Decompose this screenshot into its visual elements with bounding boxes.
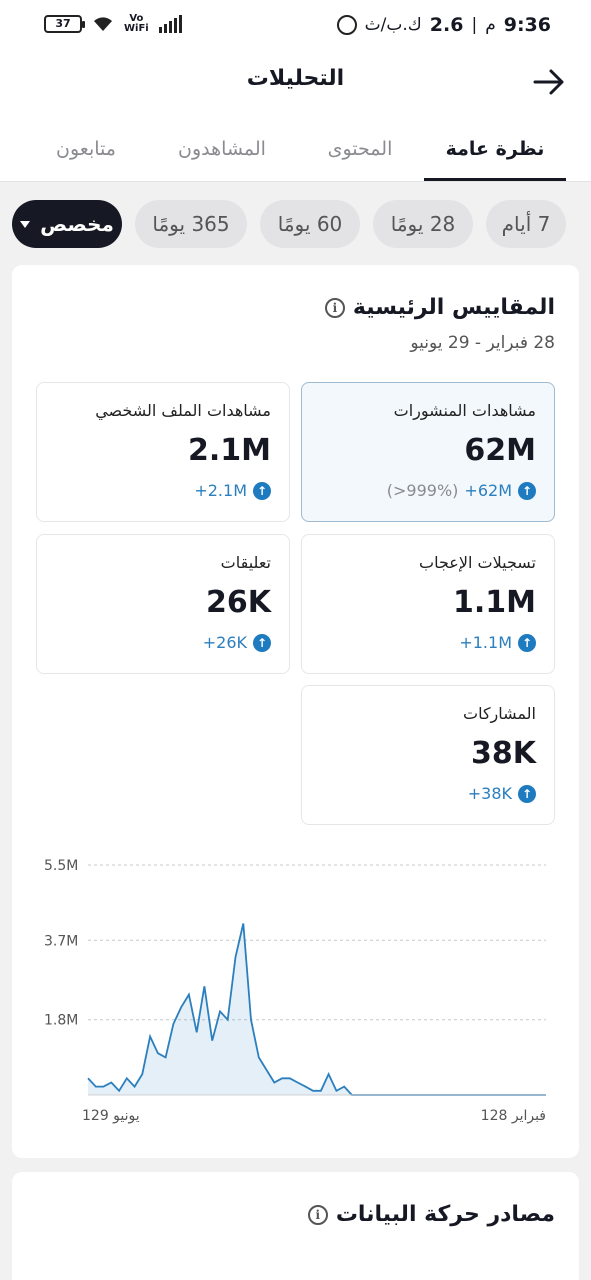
arrow-up-icon: ↑ <box>518 633 536 652</box>
range-365-days[interactable]: 365 يومًا <box>135 200 247 248</box>
tab-followers[interactable]: متابعون <box>56 138 116 160</box>
metric-value: 62M <box>464 433 536 468</box>
views-chart: 5.5M 3.7M 1.8M 128 فبراير 129 يونيو <box>44 858 546 1124</box>
metric-comments[interactable]: تعليقات 26K ↑ +26K <box>36 534 290 674</box>
change-value: +1.1M <box>459 633 512 652</box>
tab-overview[interactable]: نظرة عامة <box>445 138 545 160</box>
change-value: +62M <box>464 481 512 500</box>
signal-icon <box>158 15 182 33</box>
metric-label: مشاهدات الملف الشخصي <box>95 401 271 420</box>
change-percent: (>999%) <box>386 481 459 500</box>
metric-value: 26K <box>206 585 271 620</box>
arrow-up-icon: ↑ <box>253 481 271 500</box>
metric-value: 1.1M <box>453 585 536 620</box>
metric-change: ↑ +2.1M <box>194 481 271 500</box>
metric-change: ↑ +38K <box>468 784 536 803</box>
chart-area <box>88 923 546 1095</box>
range-label: 60 يومًا <box>277 212 343 236</box>
date-range: 28 فبراير - 29 يونيو <box>410 333 555 353</box>
metric-label: المشاركات <box>463 704 536 723</box>
traffic-sources-card: مصادر حركة البيانات i <box>12 1172 579 1280</box>
y-tick-label: 1.8M <box>44 1013 78 1029</box>
header: التحليلات <box>0 54 591 110</box>
change-value: +38K <box>467 784 512 803</box>
range-label: 365 يومًا <box>152 212 230 236</box>
metric-change: ↑ +1.1M <box>459 633 536 652</box>
top-area: 37 Vo WiFi ك.ب/ث 2.6 | م 9:36 التحليلات <box>0 0 591 182</box>
caret-down-icon <box>20 220 31 228</box>
info-icon[interactable]: i <box>324 297 345 318</box>
change-value: +2.1M <box>194 481 247 500</box>
arrow-up-icon: ↑ <box>253 633 271 652</box>
battery-level: 37 <box>55 17 71 30</box>
range-7-days[interactable]: 7 أيام <box>486 200 566 248</box>
tabs: نظرة عامة المحتوى المشاهدون متابعون <box>0 126 591 182</box>
metric-profile-views[interactable]: مشاهدات الملف الشخصي 2.1M ↑ +2.1M <box>36 382 290 522</box>
traffic-sources-title: مصادر حركة البيانات i <box>307 1202 555 1227</box>
speed-unit: ك.ب/ث <box>364 15 422 35</box>
metric-label: تسجيلات الإعجاب <box>419 553 536 572</box>
metric-label: مشاهدات المنشورات <box>393 401 536 420</box>
range-60-days[interactable]: 60 يومًا <box>260 200 360 248</box>
range-chips: 7 أيام 28 يومًا 60 يومًا 365 يومًا مخصص <box>0 200 591 248</box>
key-metrics-title: المقاييس الرئيسية i <box>324 295 555 320</box>
chart-grid: 5.5M 3.7M 1.8M <box>44 858 546 1029</box>
x-label-start: 128 فبراير <box>481 1108 546 1124</box>
info-icon[interactable]: i <box>307 1204 328 1225</box>
page-title: التحليلات <box>246 66 345 91</box>
tab-viewers[interactable]: المشاهدون <box>178 138 266 160</box>
ampm: م <box>485 15 496 35</box>
back-arrow-icon[interactable] <box>531 64 567 100</box>
range-28-days[interactable]: 28 يومًا <box>373 200 473 248</box>
speed-value: 2.6 <box>429 14 464 36</box>
vowifi-top: Vo <box>129 13 144 24</box>
y-tick-label: 5.5M <box>44 858 78 874</box>
metric-label: تعليقات <box>220 553 271 572</box>
change-value: +26K <box>202 633 247 652</box>
status-bar: 37 Vo WiFi ك.ب/ث 2.6 | م 9:36 <box>0 0 591 54</box>
battery-icon: 37 <box>44 15 85 33</box>
key-metrics-card: المقاييس الرئيسية i 28 فبراير - 29 يونيو… <box>12 265 579 1158</box>
metric-value: 38K <box>471 736 536 771</box>
metric-likes[interactable]: تسجيلات الإعجاب 1.1M ↑ +1.1M <box>301 534 555 674</box>
metric-change: ↑ +26K <box>203 633 271 652</box>
range-label: 28 يومًا <box>390 212 456 236</box>
status-left: 37 Vo WiFi <box>44 14 182 34</box>
arrow-up-icon: ↑ <box>518 784 536 803</box>
metric-change: ↑ +62M (>999%) <box>387 481 536 500</box>
traffic-sources-title-text: مصادر حركة البيانات <box>335 1202 555 1227</box>
clock: 9:36 <box>503 14 551 36</box>
metric-value: 2.1M <box>188 433 271 468</box>
key-metrics-title-text: المقاييس الرئيسية <box>352 295 555 320</box>
x-label-end: 129 يونيو <box>82 1108 140 1124</box>
y-tick-label: 3.7M <box>44 933 78 949</box>
vowifi-label: Vo WiFi <box>124 14 149 34</box>
range-label: 7 أيام <box>501 212 551 236</box>
metric-shares[interactable]: المشاركات 38K ↑ +38K <box>301 685 555 825</box>
status-right: ك.ب/ث 2.6 | م 9:36 <box>336 14 551 36</box>
range-custom[interactable]: مخصص <box>12 200 122 248</box>
wifi-icon <box>94 17 112 31</box>
metric-post-views[interactable]: مشاهدات المنشورات 62M ↑ +62M (>999%) <box>301 382 555 522</box>
vowifi-bottom: WiFi <box>124 23 149 34</box>
tab-underline <box>424 178 566 181</box>
arrow-up-icon: ↑ <box>518 481 536 500</box>
range-label: مخصص <box>40 212 114 236</box>
alarm-icon <box>336 15 357 35</box>
tab-content[interactable]: المحتوى <box>327 138 393 160</box>
